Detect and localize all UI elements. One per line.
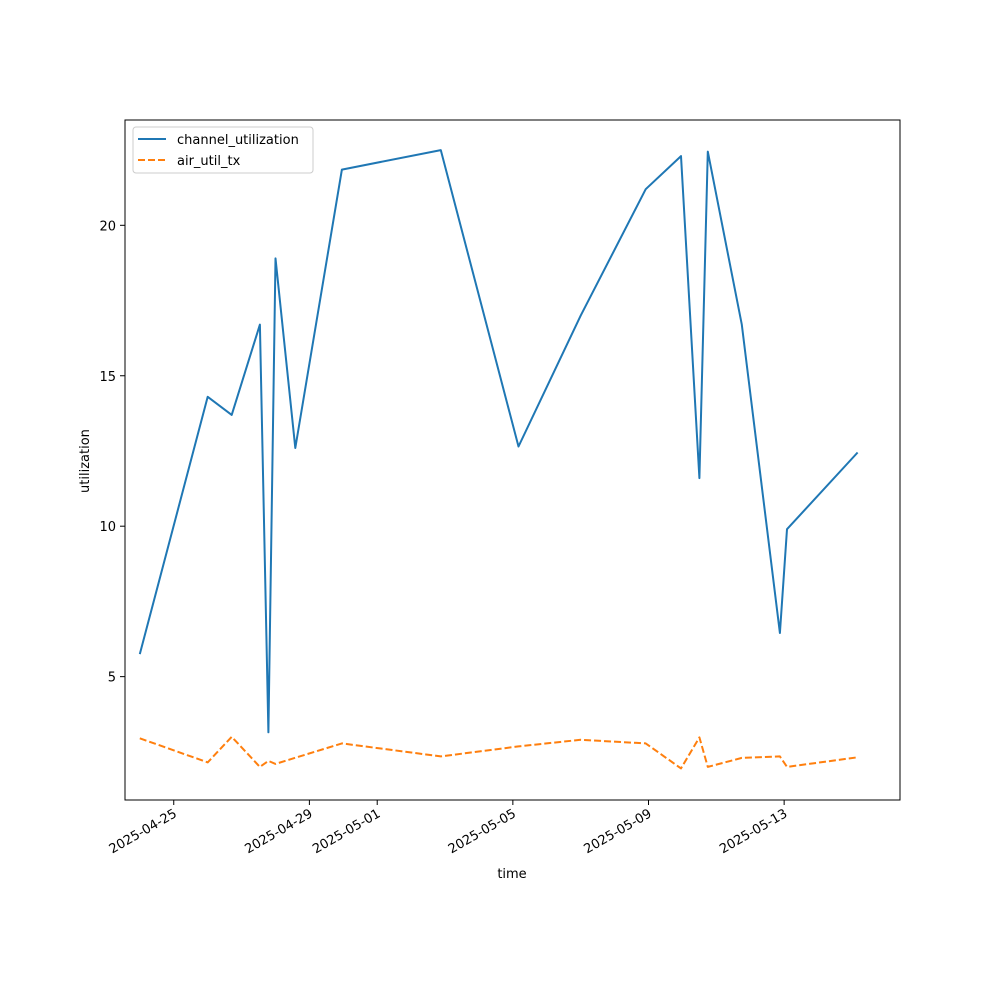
- legend-box: [132, 126, 314, 174]
- series-line-air-util-tx: [139, 735, 858, 770]
- y-tick-label: 5: [108, 671, 116, 686]
- plot-area: [125, 120, 900, 800]
- series-line-channel-utilization: [138, 149, 859, 734]
- legend-label-channel-utilization: channel_utilization: [177, 133, 299, 148]
- legend: channel_utilization air_util_tx: [132, 126, 314, 174]
- y-tick-label: 10: [99, 520, 116, 535]
- x-axis-label: time: [497, 867, 526, 882]
- y-tick-label: 20: [99, 219, 116, 234]
- legend-label-air-util-tx: air_util_tx: [177, 154, 241, 169]
- y-axis-label: utilization: [78, 429, 93, 493]
- series-layer: [138, 149, 859, 770]
- y-tick-label: 15: [99, 370, 116, 385]
- y-axis: 5 10 15 20: [99, 219, 125, 686]
